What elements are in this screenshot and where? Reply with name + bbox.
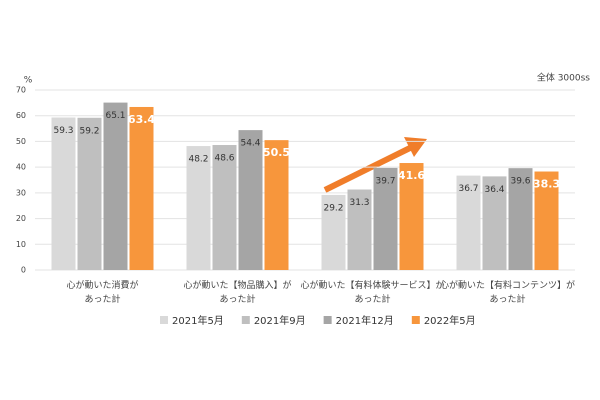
bar	[373, 167, 398, 270]
legend-label: 2021年5月	[172, 314, 224, 327]
bar	[77, 117, 102, 271]
bar	[238, 130, 263, 270]
x-tick-label: 心が動いた消費があった計	[66, 279, 138, 305]
y-tick-label: 0	[21, 266, 26, 275]
bar	[186, 146, 211, 270]
value-label: 65.1	[105, 111, 125, 121]
y-tick-label: 20	[16, 214, 26, 223]
bar	[347, 189, 372, 270]
value-label: 36.7	[458, 184, 478, 194]
arrow-shaft	[323, 144, 414, 193]
bar	[51, 117, 76, 270]
y-tick-label: 10	[16, 240, 26, 249]
x-tick-label: 心が動いた【有料体験サービス】があった計	[300, 279, 444, 305]
y-tick-label: 50	[16, 137, 26, 146]
legend-swatch	[160, 316, 168, 324]
bar	[212, 145, 237, 270]
bar	[321, 194, 346, 270]
legend-label: 2021年9月	[254, 314, 306, 327]
y-tick-label: 30	[16, 188, 26, 197]
y-tick-label: 40	[16, 163, 26, 172]
value-label: 39.7	[375, 176, 395, 186]
bar	[482, 176, 507, 270]
value-label: 36.4	[484, 185, 504, 195]
value-label: 38.3	[533, 178, 560, 191]
value-label: 59.3	[53, 126, 73, 136]
x-tick-label: 心が動いた【有料コンテンツ】があった計	[440, 279, 575, 305]
value-label: 59.2	[79, 126, 99, 136]
y-tick-label: 70	[16, 86, 26, 95]
bar	[399, 163, 424, 270]
bar	[103, 102, 128, 270]
value-label: 48.2	[188, 155, 208, 165]
legend-swatch	[241, 316, 250, 324]
bar	[508, 168, 533, 270]
value-label: 50.5	[263, 146, 290, 159]
sample-note: 全体 3000ss	[537, 72, 590, 84]
value-label: 31.3	[349, 198, 369, 208]
value-label: 41.6	[398, 169, 425, 182]
value-label: 29.2	[323, 203, 343, 213]
value-label: 39.6	[510, 177, 530, 187]
bar	[534, 171, 559, 270]
bar	[264, 140, 289, 270]
unit-label: %	[24, 76, 33, 86]
legend-label: 2021年12月	[336, 314, 394, 327]
trend-arrow	[323, 137, 427, 193]
value-label: 54.4	[240, 139, 260, 149]
bar	[129, 106, 154, 270]
arrow-head	[404, 137, 427, 157]
x-tick-label: 心が動いた【物品購入】があった計	[183, 279, 291, 305]
value-label: 48.6	[214, 154, 234, 164]
legend-swatch	[411, 316, 420, 324]
legend-swatch	[323, 316, 332, 324]
y-tick-label: 60	[16, 111, 26, 120]
legend-label: 2022年5月	[424, 314, 476, 327]
value-label: 63.4	[128, 113, 155, 126]
bar	[456, 175, 481, 270]
